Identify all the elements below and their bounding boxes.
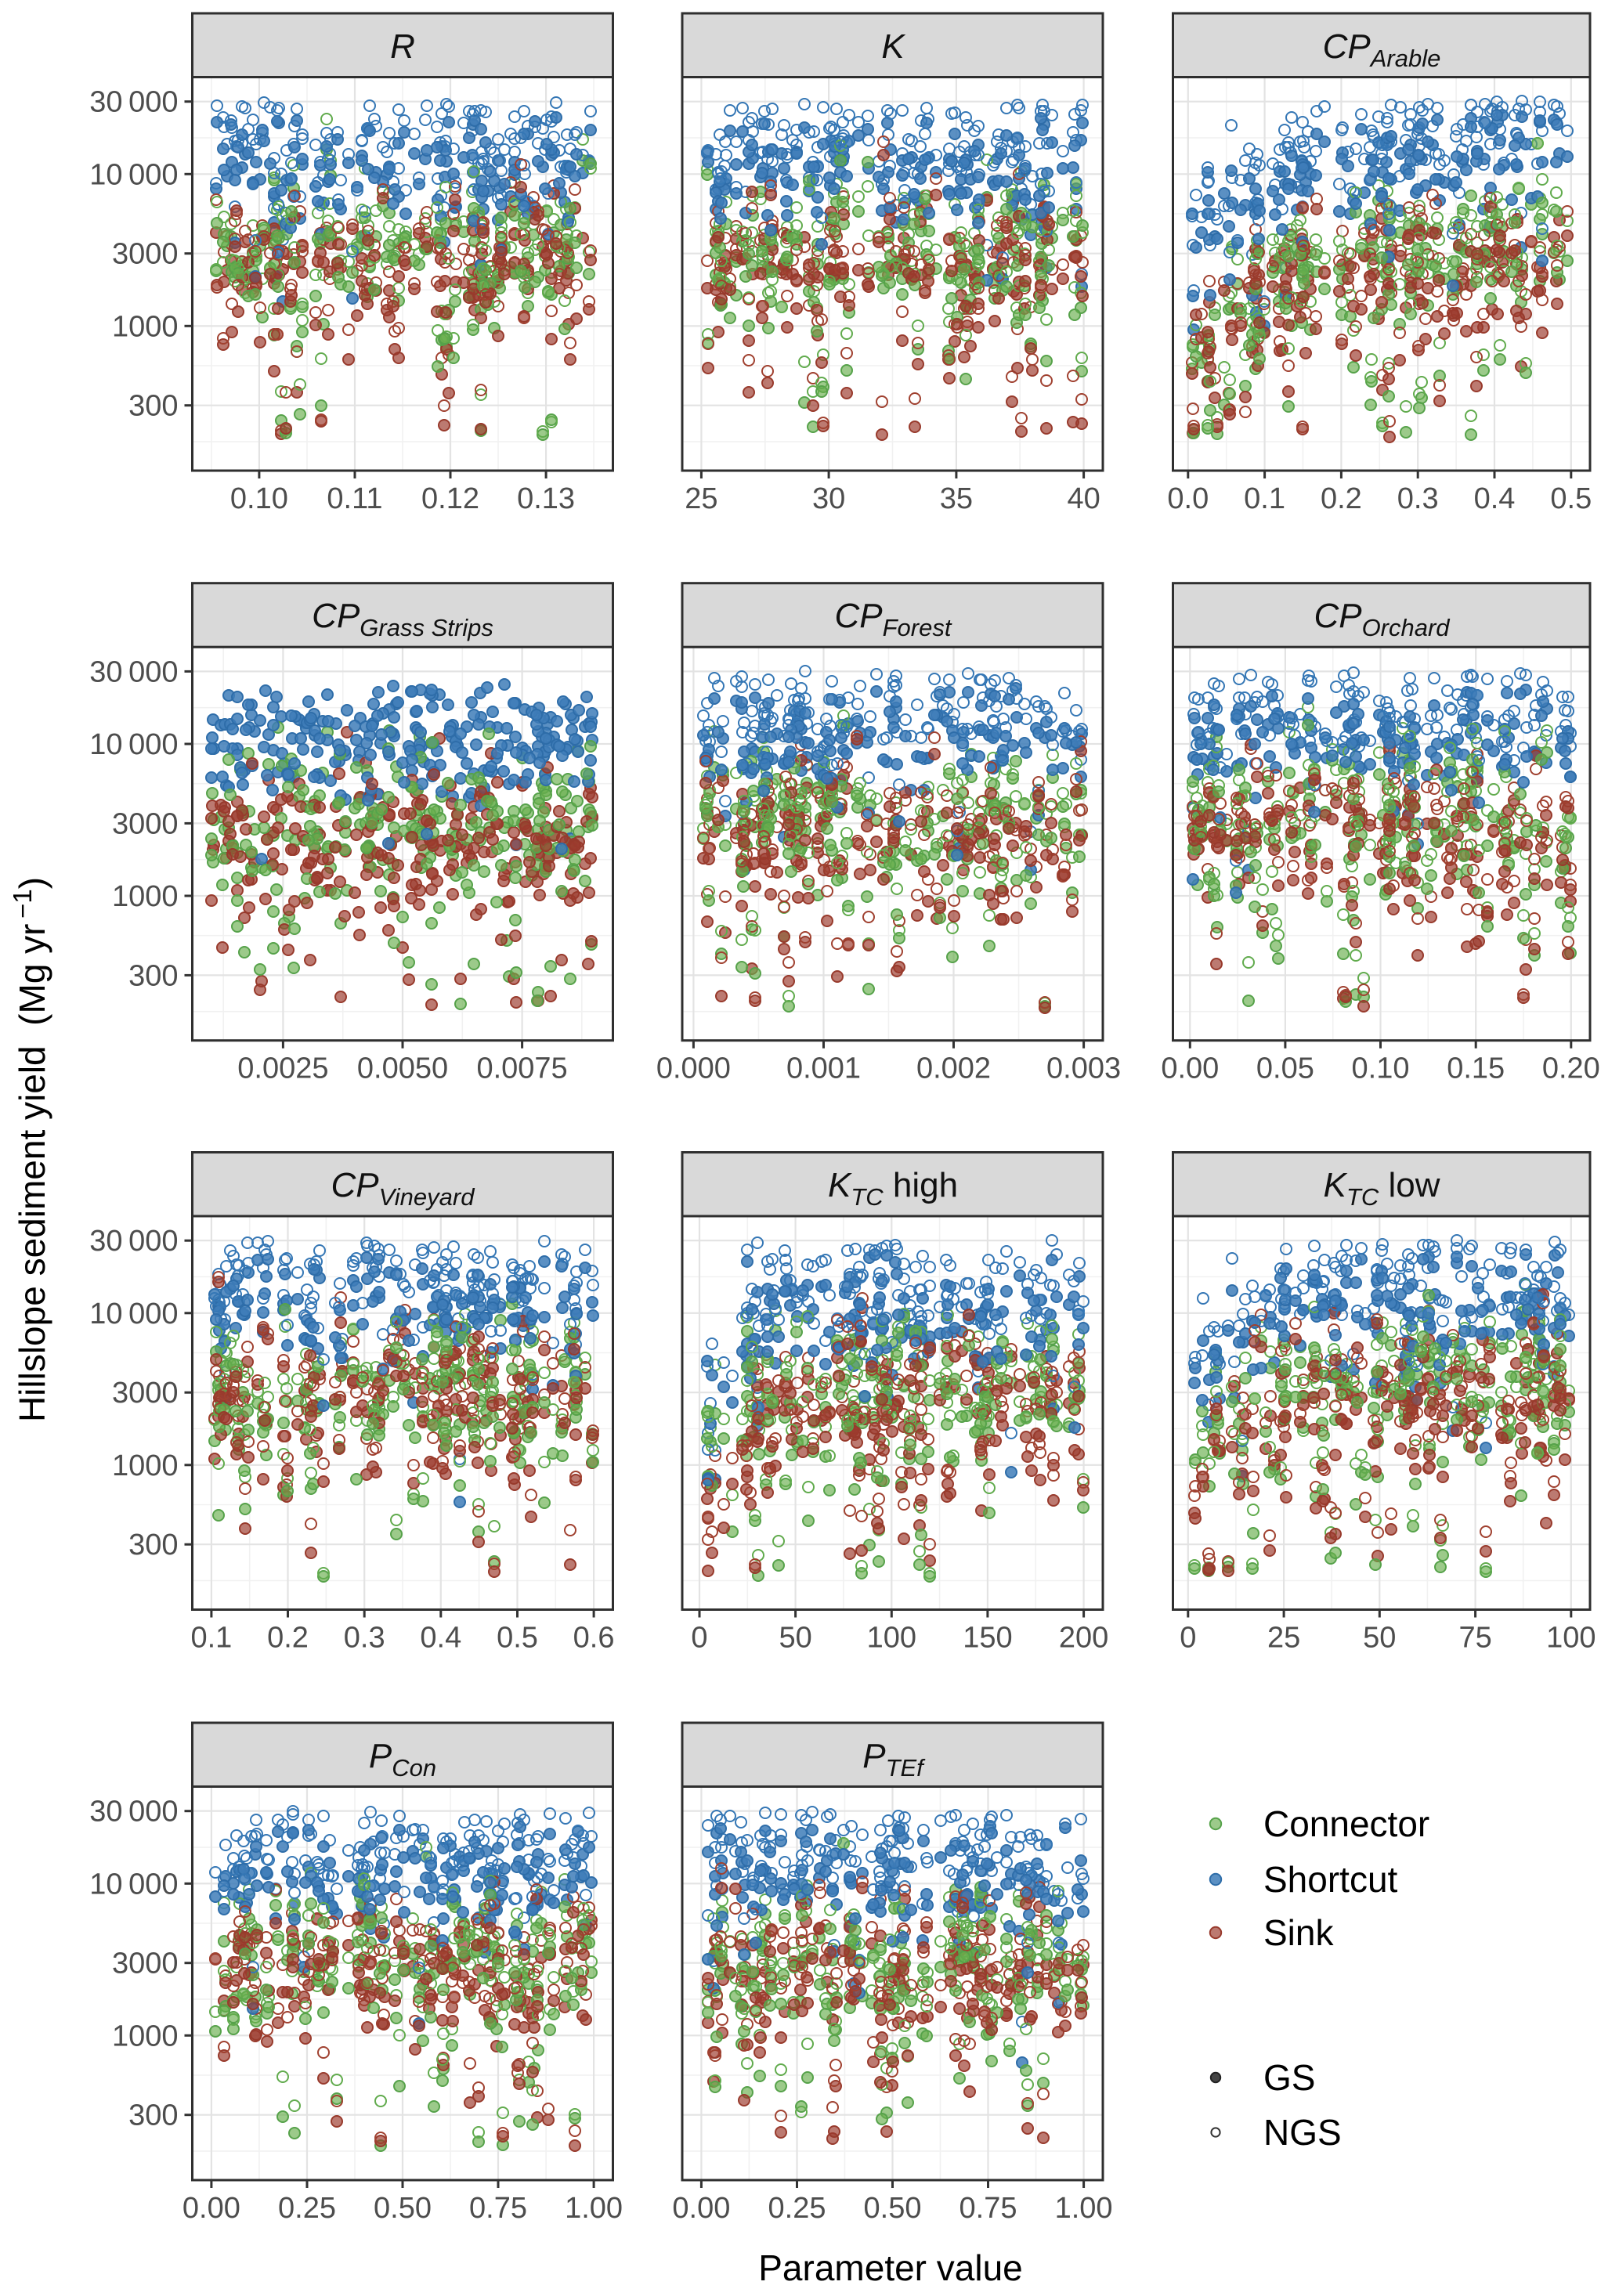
- svg-text:0.5: 0.5: [1550, 482, 1592, 515]
- svg-text:0.0075: 0.0075: [476, 1052, 567, 1085]
- svg-text:0.0025: 0.0025: [237, 1052, 328, 1085]
- svg-text:0.11: 0.11: [327, 482, 382, 515]
- svg-text:3000: 3000: [112, 807, 179, 840]
- svg-text:0.003: 0.003: [1046, 1052, 1121, 1085]
- svg-text:30 000: 30 000: [89, 86, 178, 119]
- svg-text:10 000: 10 000: [89, 158, 178, 191]
- svg-text:300: 300: [128, 390, 178, 423]
- svg-text:0.0050: 0.0050: [357, 1052, 448, 1085]
- svg-text:0.1: 0.1: [1244, 482, 1285, 515]
- svg-text:R: R: [390, 27, 415, 66]
- svg-text:1000: 1000: [112, 880, 179, 913]
- svg-text:1000: 1000: [112, 310, 179, 343]
- svg-text:0.0: 0.0: [1167, 482, 1209, 515]
- svg-text:0.13: 0.13: [517, 482, 575, 515]
- svg-text:0.000: 0.000: [656, 1052, 731, 1085]
- svg-text:0.10: 0.10: [230, 482, 288, 515]
- svg-text:40: 40: [1067, 482, 1100, 515]
- svg-text:0.4: 0.4: [1474, 482, 1516, 515]
- svg-text:35: 35: [940, 482, 973, 515]
- svg-text:0.3: 0.3: [1397, 482, 1439, 515]
- svg-text:0.12: 0.12: [421, 482, 479, 515]
- svg-text:30 000: 30 000: [89, 655, 178, 688]
- svg-text:25: 25: [685, 482, 717, 515]
- svg-text:30: 30: [812, 482, 845, 515]
- svg-text:3000: 3000: [112, 238, 179, 271]
- svg-text:0.2: 0.2: [1321, 482, 1362, 515]
- svg-text:0.002: 0.002: [916, 1052, 991, 1085]
- svg-text:K: K: [881, 27, 905, 66]
- svg-text:0.001: 0.001: [786, 1052, 861, 1085]
- svg-text:10 000: 10 000: [89, 728, 178, 761]
- svg-text:300: 300: [128, 959, 178, 992]
